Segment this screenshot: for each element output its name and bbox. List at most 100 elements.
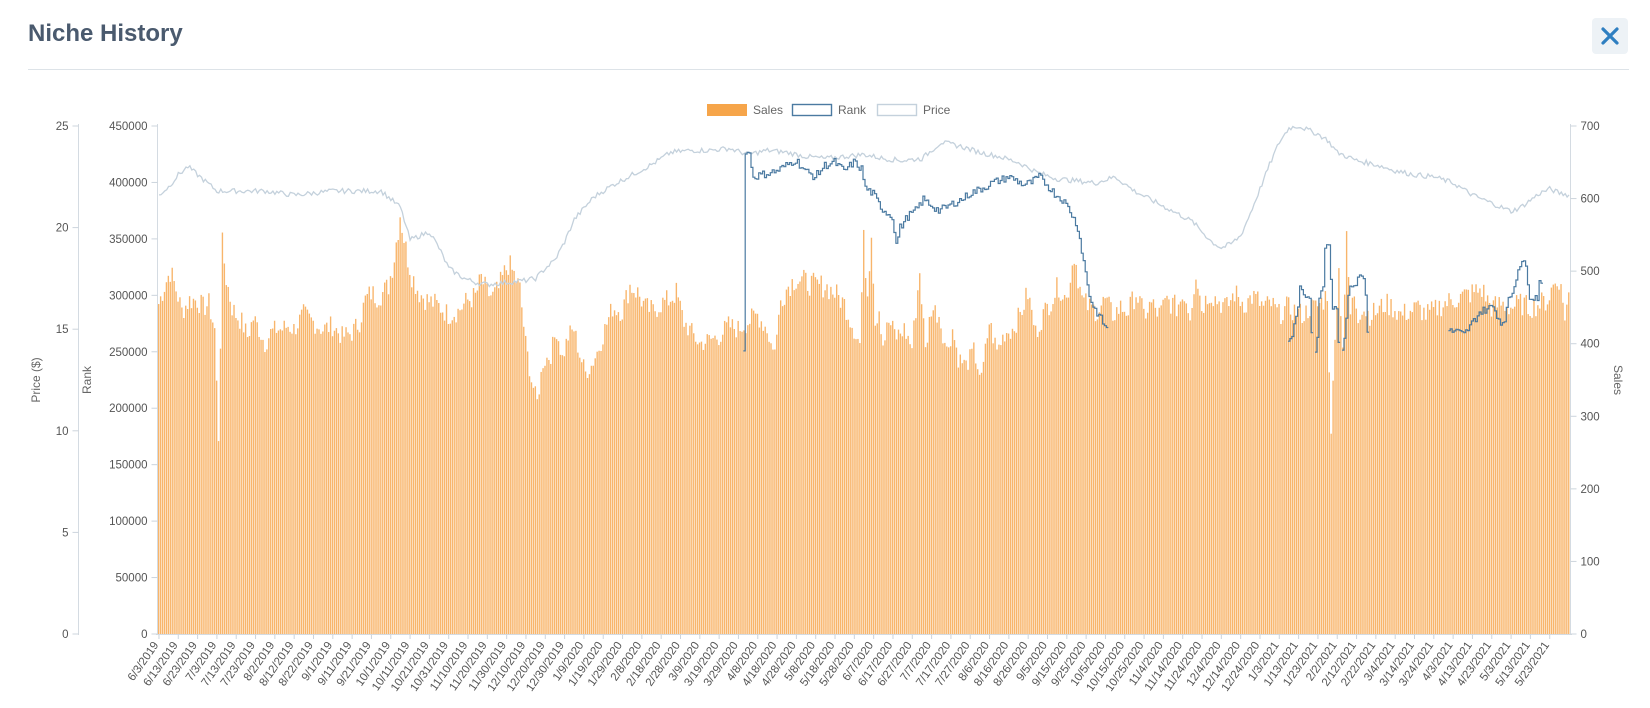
sales-bar <box>196 307 199 634</box>
sales-bar <box>561 355 564 634</box>
sales-bar <box>1548 300 1551 634</box>
sales-bar <box>1160 305 1162 634</box>
sales-bar <box>816 279 819 634</box>
sales-bar <box>1307 318 1309 634</box>
sales-bar <box>1067 297 1070 634</box>
sales-bar <box>928 316 931 634</box>
sales-bar <box>474 292 477 634</box>
sales-bar <box>1342 347 1344 634</box>
sales-bar <box>1456 307 1458 634</box>
sales-bar <box>1546 304 1549 634</box>
sales-bar <box>613 310 616 634</box>
sales-bar <box>1512 308 1514 634</box>
sales-bar <box>1231 293 1234 634</box>
sales-bar <box>986 338 989 634</box>
sales-bar <box>470 307 473 634</box>
sales-bar <box>1442 307 1444 634</box>
sales-bar <box>980 372 983 634</box>
sales-bar <box>530 382 533 634</box>
sales-bar <box>492 291 494 634</box>
sales-bar <box>229 301 231 634</box>
sales-bar <box>1428 309 1431 634</box>
close-button[interactable] <box>1592 18 1628 54</box>
sales-bar <box>1210 302 1213 634</box>
sales-bar <box>629 284 631 634</box>
sales-bar <box>1355 308 1357 634</box>
sales-bar <box>619 320 622 634</box>
sales-bar <box>1475 284 1477 634</box>
sales-bar <box>1471 284 1473 634</box>
sales-bar <box>503 265 506 634</box>
sales-bar <box>930 316 933 634</box>
sales-bar <box>1239 306 1242 634</box>
close-icon <box>1601 27 1619 45</box>
sales-bar <box>281 330 283 634</box>
sales-bar <box>1090 304 1093 634</box>
sales-bar <box>571 329 573 634</box>
sales-bar <box>888 322 890 634</box>
sales-bar <box>1139 296 1141 634</box>
sales-bar <box>1201 311 1203 634</box>
sales-tick-label: 300 <box>1581 411 1600 423</box>
sales-bar <box>1504 310 1506 634</box>
sales-bar <box>1382 312 1385 634</box>
sales-bar <box>863 229 865 634</box>
sales-bar <box>805 272 807 634</box>
sales-bar <box>963 359 965 634</box>
rank-segment <box>1288 285 1314 342</box>
sales-bar <box>1338 268 1340 634</box>
sales-bar <box>322 331 324 634</box>
sales-bar <box>345 327 347 634</box>
sales-bar <box>1255 293 1257 634</box>
sales-tick-label: 500 <box>1581 266 1600 278</box>
sales-bar <box>526 351 529 634</box>
sales-bar <box>476 290 479 634</box>
sales-bar <box>739 331 741 634</box>
sales-bar <box>175 291 177 634</box>
sales-bar <box>227 286 229 634</box>
rank-tick-label: 50000 <box>116 573 148 585</box>
sales-bar <box>1396 319 1398 634</box>
sales-bar <box>1566 304 1568 634</box>
sales-bar <box>998 344 1000 634</box>
sales-bar <box>1496 307 1498 634</box>
sales-bar <box>569 325 571 634</box>
sales-bar <box>689 325 691 634</box>
sales-bar <box>660 312 662 634</box>
sales-bar <box>1119 300 1122 634</box>
sales-bar <box>834 297 836 634</box>
sales-bar <box>762 330 764 634</box>
sales-bar <box>870 237 873 635</box>
sales-bar <box>1469 302 1471 634</box>
sales-bar <box>214 328 216 634</box>
sales-bar <box>455 322 457 634</box>
sales-bar <box>658 312 660 634</box>
sales-bar <box>355 318 357 634</box>
sales-bar <box>606 324 608 634</box>
sales-bar <box>1071 265 1074 634</box>
sales-bar <box>235 318 237 634</box>
sales-bar <box>192 298 195 634</box>
sales-bar <box>1029 297 1031 634</box>
sales-bar <box>714 335 716 634</box>
sales-bar <box>1398 311 1400 634</box>
sales-bar <box>1083 297 1085 634</box>
sales-bar <box>1123 311 1126 634</box>
sales-bar <box>177 301 179 634</box>
sales-bar <box>225 285 227 634</box>
sales-bar <box>428 302 430 634</box>
sales-bar <box>988 324 990 634</box>
sales-bar <box>946 346 948 634</box>
sales-bar <box>215 380 218 634</box>
sales-bar <box>461 309 463 634</box>
sales-bar <box>832 294 834 634</box>
sales-bar <box>967 369 969 634</box>
sales-bar <box>1106 297 1108 634</box>
sales-bar <box>1481 296 1483 634</box>
sales-bar <box>360 322 363 634</box>
sales-tick-label: 0 <box>1581 629 1587 641</box>
sales-bar <box>853 338 855 634</box>
sales-bar <box>1135 297 1137 634</box>
sales-bar <box>1386 293 1388 634</box>
sales-bar <box>565 338 567 634</box>
